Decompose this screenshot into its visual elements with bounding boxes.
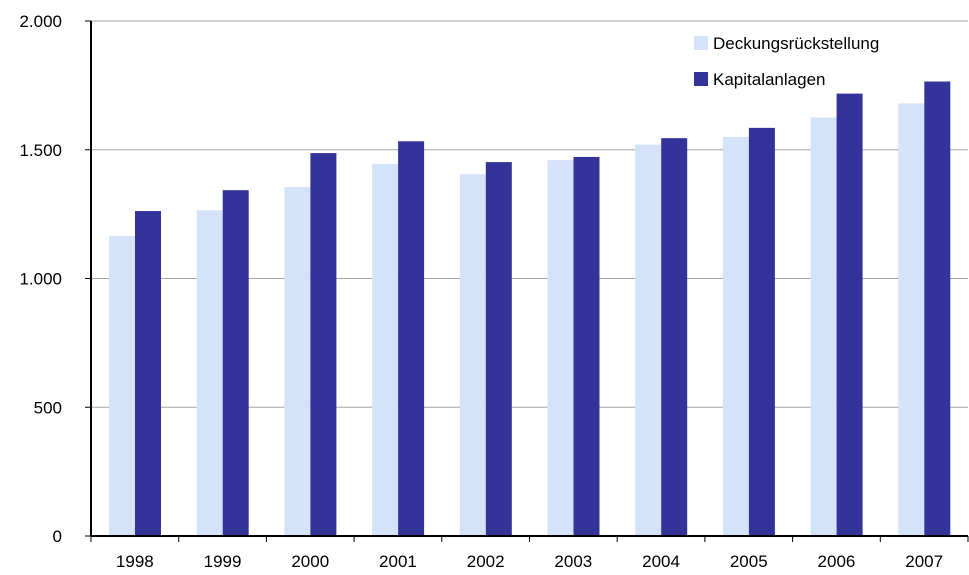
y-tick-label: 1.500 [19, 141, 62, 160]
bar-deckungsr-ckstellung-2001 [372, 163, 399, 536]
y-axis-tick-labels: 0 500 1.000 1.500 2.000 [19, 12, 62, 546]
bar-kapitalanlagen-2003 [573, 156, 600, 536]
x-tick-label: 2002 [467, 552, 505, 571]
legend: Deckungsrückstellung Kapitalanlagen [694, 34, 879, 89]
y-tick-label: 0 [53, 527, 62, 546]
bar-deckungsr-ckstellung-2000 [284, 187, 311, 536]
bar-kapitalanlagen-1999 [222, 190, 249, 537]
bar-kapitalanlagen-2000 [310, 153, 337, 536]
x-tick-label: 1998 [116, 552, 154, 571]
bar-deckungsr-ckstellung-1998 [109, 236, 135, 536]
bar-deckungsr-ckstellung-2005 [722, 136, 749, 536]
bar-kapitalanlagen-2006 [836, 93, 863, 537]
bar-kapitalanlagen-2002 [485, 162, 512, 537]
bar-kapitalanlagen-2005 [748, 127, 775, 537]
x-tick-label: 2007 [905, 552, 943, 571]
x-axis-tick-labels: 1998 1999 2000 2001 2002 2003 2004 2005 2006 2007 [116, 552, 943, 571]
bars [109, 81, 951, 537]
bar-kapitalanlagen-2007 [924, 81, 951, 536]
bar-deckungsr-ckstellung-2003 [547, 160, 574, 537]
bar-deckungsr-ckstellung-2007 [898, 103, 925, 537]
x-tick-label: 1999 [204, 552, 242, 571]
axes [85, 20, 969, 542]
legend-label: Deckungsrückstellung [713, 34, 879, 53]
bar-kapitalanlagen-2001 [398, 141, 425, 536]
x-tick-label: 2001 [379, 552, 417, 571]
y-tick-label: 500 [34, 398, 62, 417]
x-tick-label: 2003 [554, 552, 592, 571]
x-tick-label: 2000 [291, 552, 329, 571]
bar-deckungsr-ckstellung-2006 [810, 117, 837, 536]
x-tick-label: 2004 [642, 552, 680, 571]
bar-deckungsr-ckstellung-1999 [196, 210, 223, 536]
bar-kapitalanlagen-1998 [135, 211, 161, 536]
bar-deckungsr-ckstellung-2004 [635, 144, 662, 536]
bar-deckungsr-ckstellung-2002 [459, 174, 486, 536]
legend-swatch [694, 36, 708, 50]
x-tick-label: 2005 [730, 552, 768, 571]
bar-kapitalanlagen-2004 [661, 138, 688, 536]
legend-label: Kapitalanlagen [713, 70, 825, 89]
y-tick-label: 1.000 [19, 270, 62, 289]
y-tick-label: 2.000 [19, 12, 62, 31]
x-tick-label: 2006 [818, 552, 856, 571]
legend-swatch [694, 72, 708, 86]
